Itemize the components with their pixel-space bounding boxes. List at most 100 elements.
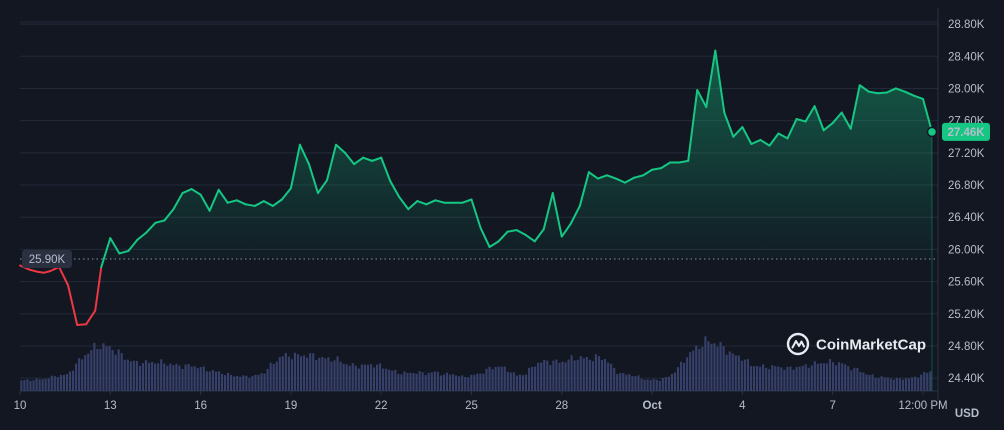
volume-bar [576,359,579,391]
currency-unit-label: USD [955,408,979,420]
price-segment [542,192,554,231]
volume-bar [190,366,193,391]
volume-bar [506,371,509,391]
volume-bar [372,367,376,391]
volume-bar [491,369,494,391]
volume-bar [582,358,585,391]
volume-bar [400,374,403,391]
volume-bar [701,346,704,391]
volume-bar [494,366,497,391]
price-segment [262,200,274,207]
price-area-fill [20,50,932,260]
volume-bar [643,379,646,391]
volume-bar [391,370,394,391]
volume-bar [470,374,473,391]
volume-bar [263,373,266,391]
volume-bar [600,359,604,391]
volume-bar [287,356,290,391]
volume-bar [151,361,154,391]
price-segment [741,126,753,145]
volume-bar [658,380,661,391]
price-segment [398,196,410,211]
volume-bar [819,363,822,391]
volume-bar [831,362,835,391]
y-tick-label: 26.00K [948,244,985,256]
volume-bar [357,368,360,391]
y-tick-label: 26.40K [948,212,985,224]
price-segment [94,266,103,312]
volume-bar [889,378,892,391]
volume-bar [205,371,208,391]
price-segment [217,188,229,204]
volume-bar [652,379,655,391]
price-segment [596,174,608,180]
volume-bar [567,359,570,391]
price-segment [894,87,906,93]
price-segment [380,156,392,182]
price-segment [578,171,590,207]
price-segment [515,229,527,236]
volume-bar [65,374,69,391]
price-segment [840,111,852,130]
volume-bar [673,372,677,391]
volume-bar [120,353,123,391]
volume-bar [631,376,634,391]
price-segment [804,105,816,123]
volume-bar [862,372,865,391]
volume-bar [47,378,50,391]
price-segment [434,199,446,204]
price-segment [876,91,888,95]
x-tick-label: 22 [375,400,388,412]
volume-bar [211,370,214,391]
volume-bar [676,367,680,391]
price-segment [822,122,834,132]
price-segment [154,219,166,224]
volume-bar [579,356,582,391]
price-segment [705,49,717,108]
volume-bar [683,362,686,391]
price-segment [43,270,52,274]
volume-bar [637,375,640,391]
volume-bar [336,356,339,391]
volume-bar [661,378,664,391]
volume-bar [877,377,880,391]
baseline-label-bg [22,250,72,269]
volume-bar [774,366,777,391]
volume-bar [448,374,452,391]
volume-bar [99,349,102,391]
volume-bar [96,348,99,391]
volume-bar [275,361,278,391]
volume-bar [71,370,75,391]
volume-bar [160,359,163,391]
volume-bar [825,363,829,391]
volume-bar [534,366,537,391]
baseline-marker: 25.90K [20,250,938,269]
volume-bar [248,378,251,391]
volume-bar [527,367,531,391]
price-segment [136,231,148,241]
volume-bar [768,369,771,391]
volume-bar [531,366,534,391]
volume-bar [427,372,430,391]
volume-bar [90,350,93,391]
volume-bar [670,373,673,391]
volume-bar [394,370,397,391]
price-segment [551,192,563,238]
volume-bar [181,368,184,391]
price-area [20,50,932,260]
price-segment [506,229,518,233]
price-segment [831,111,843,125]
price-segment [335,143,347,154]
price-segment [271,198,283,207]
volume-bar [917,377,920,391]
volume-bar [245,375,248,391]
price-segment [326,143,338,182]
volume-bar [175,363,178,391]
volume-bar [445,372,449,391]
volume-bar [403,371,406,391]
volume-bar [646,379,649,391]
price-segment [181,188,193,195]
volume-bar [594,354,597,391]
volume-bar [202,366,205,391]
